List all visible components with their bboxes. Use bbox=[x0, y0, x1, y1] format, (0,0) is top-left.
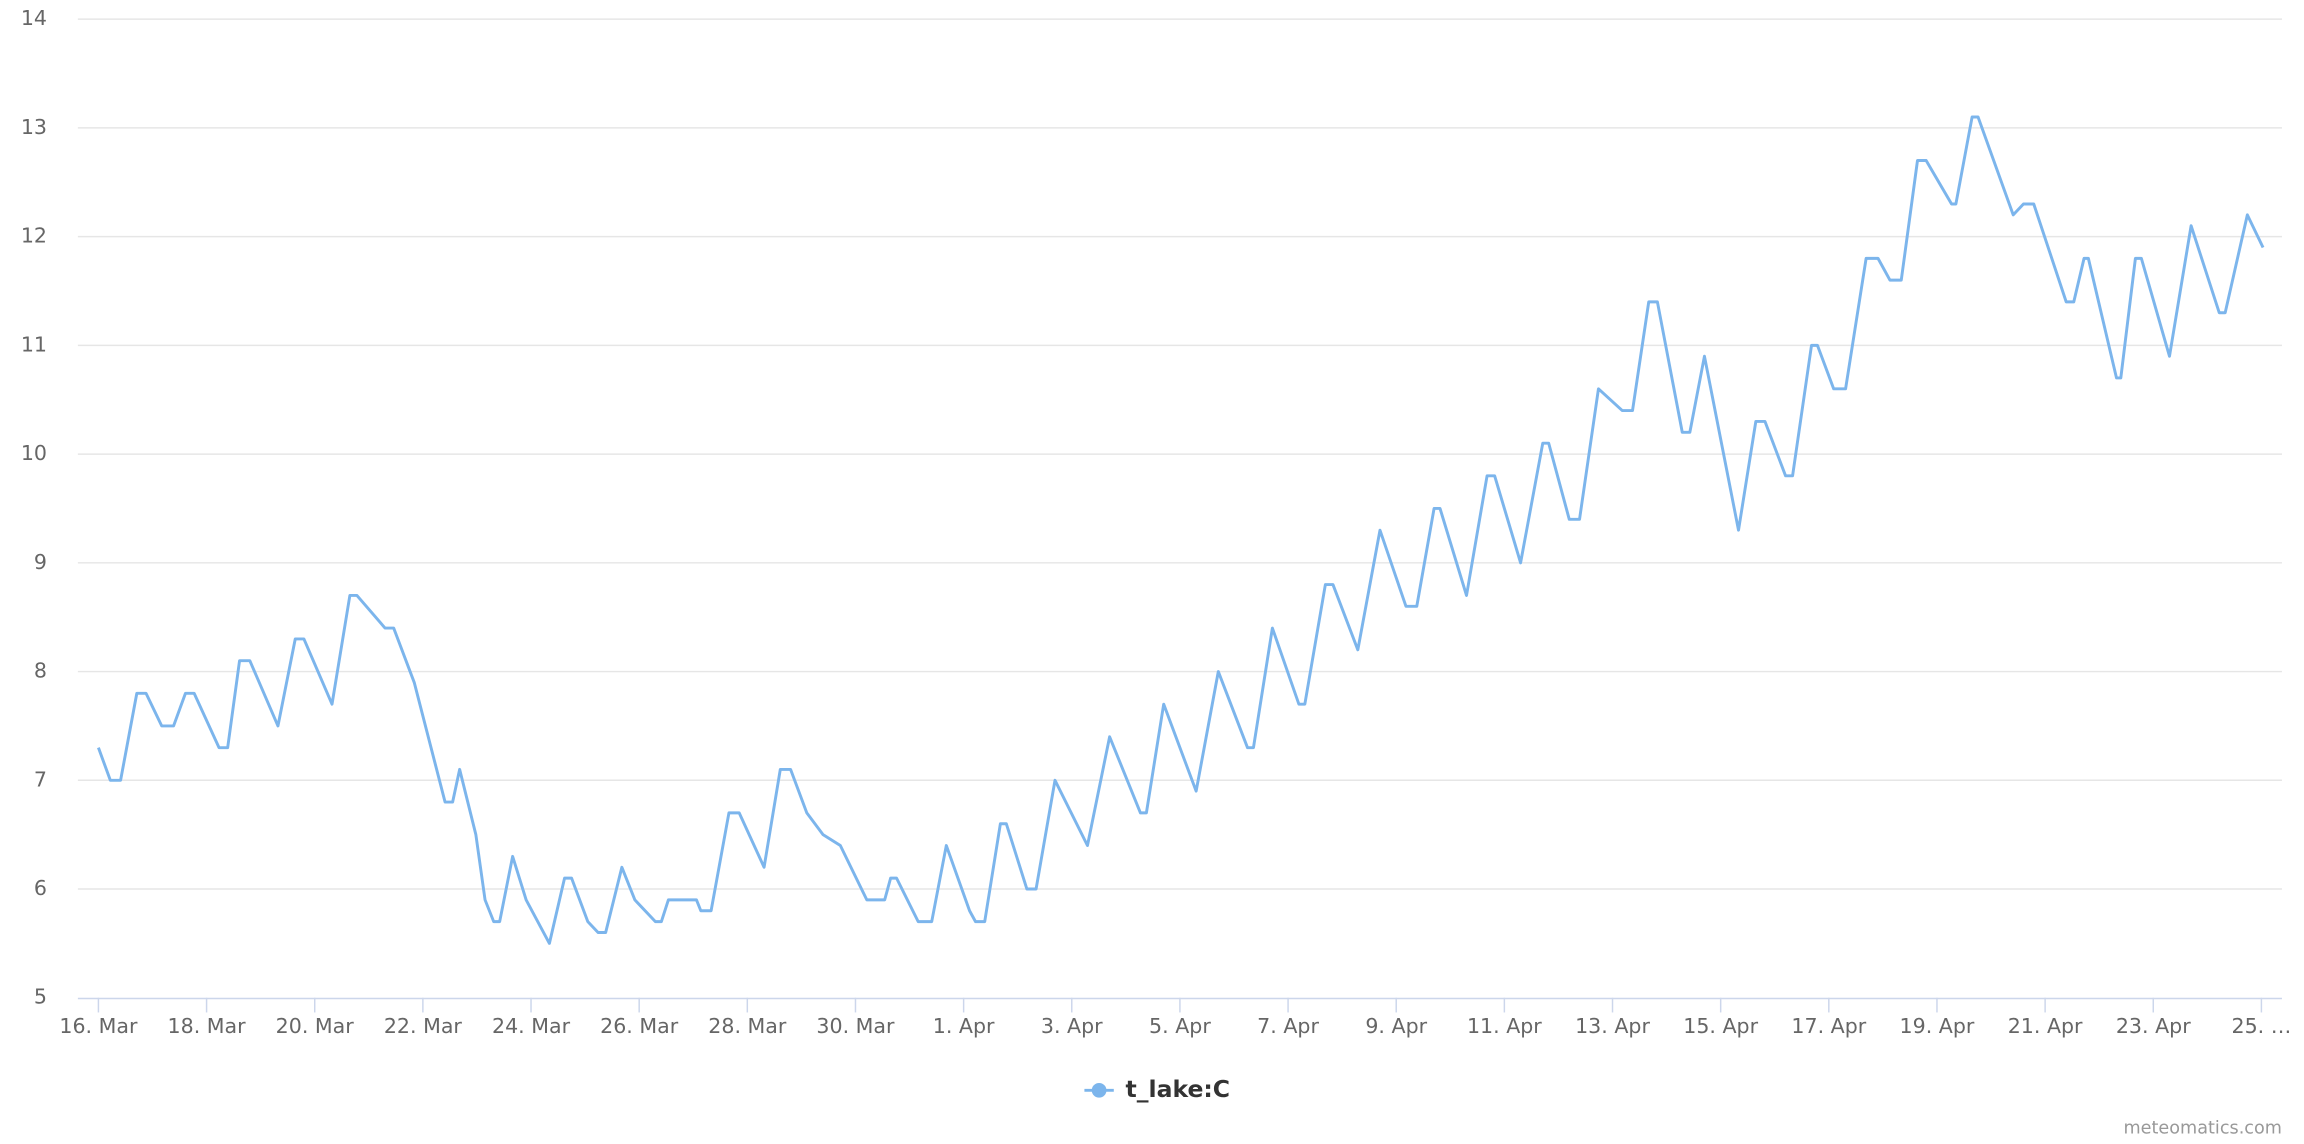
x-tick-label: 5. Apr bbox=[1149, 1014, 1211, 1038]
x-tick-label: 16. Mar bbox=[59, 1014, 138, 1038]
data-line bbox=[97, 115, 2265, 945]
y-tick-label: 5 bbox=[34, 985, 47, 1009]
x-tick-label: 24. Mar bbox=[492, 1014, 571, 1038]
x-tick-label: 26. Mar bbox=[600, 1014, 679, 1038]
y-tick-label: 10 bbox=[21, 441, 47, 465]
x-tick-label: 3. Apr bbox=[1041, 1014, 1103, 1038]
legend-symbol-marker bbox=[1091, 1082, 1107, 1098]
y-tick-label: 9 bbox=[34, 550, 47, 574]
x-tick-label: 7. Apr bbox=[1257, 1014, 1319, 1038]
y-tick-label: 6 bbox=[34, 876, 47, 900]
y-tick-label: 11 bbox=[21, 332, 47, 356]
y-tick-label: 13 bbox=[21, 115, 47, 139]
x-tick-label: 30. Mar bbox=[816, 1014, 895, 1038]
x-tick-label: 15. Apr bbox=[1683, 1014, 1758, 1038]
x-tick-label: 9. Apr bbox=[1365, 1014, 1427, 1038]
y-tick-label: 14 bbox=[21, 6, 47, 30]
x-tick-label: 23. Apr bbox=[2116, 1014, 2191, 1038]
y-tick-label: 7 bbox=[34, 767, 47, 791]
x-tick-label: 19. Apr bbox=[1900, 1014, 1975, 1038]
x-tick-label: 13. Apr bbox=[1575, 1014, 1650, 1038]
legend-item[interactable]: t_lake:C bbox=[1126, 1075, 1230, 1103]
x-tick-label: 11. Apr bbox=[1467, 1014, 1542, 1038]
x-tick-label: 20. Mar bbox=[276, 1014, 355, 1038]
x-tick-label: 17. Apr bbox=[1791, 1014, 1866, 1038]
y-tick-label: 12 bbox=[21, 224, 47, 248]
credits[interactable]: meteomatics.com bbox=[2124, 1119, 2282, 1139]
x-tick-label: 25. … bbox=[2232, 1014, 2292, 1038]
x-tick-label: 28. Mar bbox=[708, 1014, 787, 1038]
x-tick-label: 22. Mar bbox=[384, 1014, 463, 1038]
y-tick-label: 8 bbox=[34, 659, 47, 683]
x-tick-label: 18. Mar bbox=[168, 1014, 247, 1038]
x-tick-label: 21. Apr bbox=[2008, 1014, 2083, 1038]
x-tick-label: 1. Apr bbox=[933, 1014, 995, 1038]
